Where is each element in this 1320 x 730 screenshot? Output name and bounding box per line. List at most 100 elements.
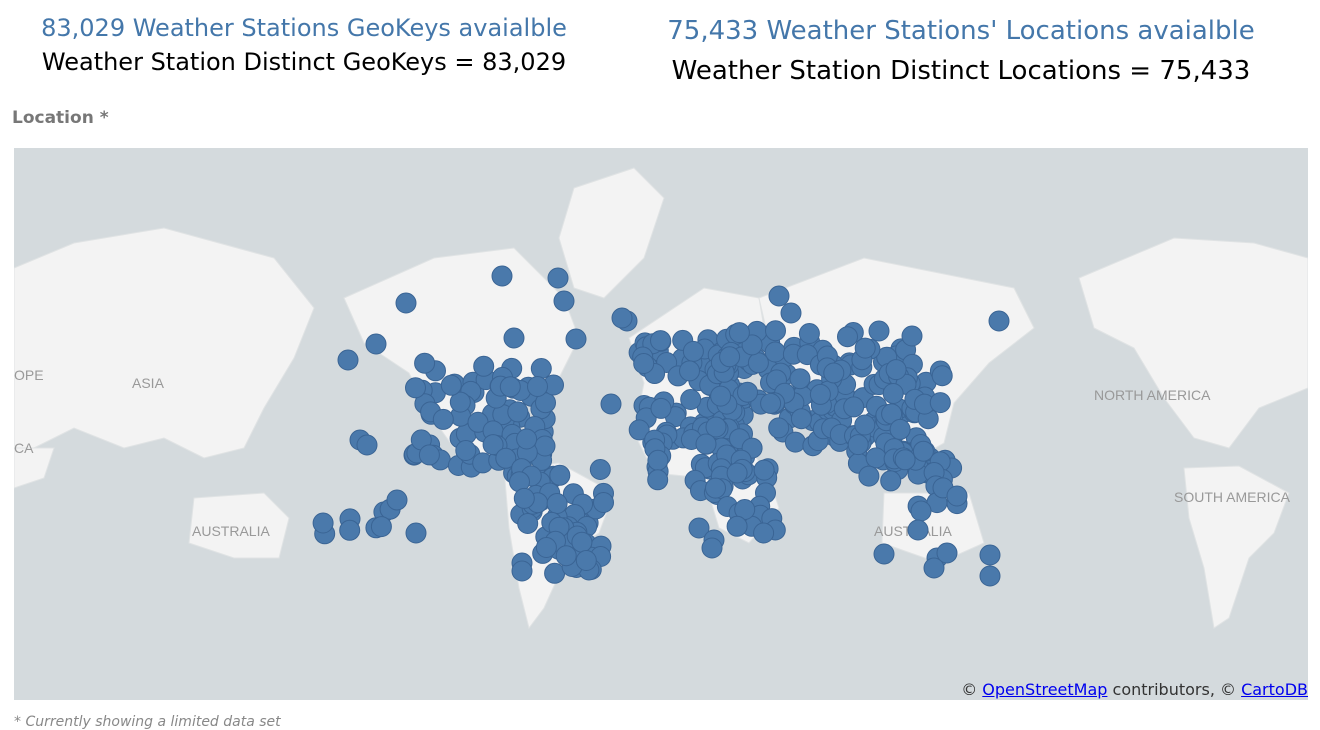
station-dot[interactable] [527, 376, 548, 397]
station-dot[interactable] [882, 383, 904, 404]
map[interactable]: OPE ASIA CA AUSTRALIA NORTH AMERICA SOUT… [14, 148, 1308, 700]
station-dot[interactable] [737, 381, 758, 403]
station-dot[interactable] [546, 493, 568, 514]
station-dot[interactable] [728, 322, 750, 344]
station-dot[interactable] [880, 470, 902, 492]
station-dot[interactable] [414, 352, 436, 374]
station-dot[interactable] [784, 431, 806, 453]
station-dot[interactable] [710, 385, 732, 407]
station-dot[interactable] [768, 285, 790, 307]
station-dot[interactable] [753, 522, 775, 544]
station-dot[interactable] [511, 560, 533, 582]
station-dot[interactable] [440, 374, 462, 396]
station-dot[interactable] [356, 434, 378, 456]
station-dot[interactable] [482, 434, 504, 456]
station-dot[interactable] [936, 542, 958, 564]
station-dot[interactable] [530, 358, 552, 379]
station-dot[interactable] [705, 416, 727, 438]
station-dot[interactable] [503, 327, 525, 349]
station-dot[interactable] [764, 341, 786, 363]
station-dot[interactable] [747, 352, 769, 374]
station-dot[interactable] [386, 489, 408, 511]
station-dot[interactable] [575, 550, 597, 571]
station-dot[interactable] [809, 383, 831, 405]
station-dot[interactable] [365, 333, 387, 355]
link[interactable]: CartoDB [1241, 680, 1308, 699]
station-dot[interactable] [405, 522, 427, 544]
station-dot[interactable] [931, 365, 953, 387]
station-dot[interactable] [600, 393, 622, 415]
station-dot[interactable] [432, 408, 454, 430]
station-dot[interactable] [854, 414, 876, 436]
station-dot[interactable] [650, 330, 671, 352]
station-dot[interactable] [449, 391, 471, 413]
station-dot[interactable] [650, 397, 672, 419]
station-dot[interactable] [865, 447, 887, 469]
station-dot[interactable] [701, 537, 723, 559]
station-dot[interactable] [312, 512, 334, 534]
station-dot[interactable] [549, 464, 571, 486]
station-dot[interactable] [910, 500, 932, 522]
station-dot[interactable] [589, 459, 611, 480]
station-dot[interactable] [339, 519, 361, 541]
station-dot[interactable] [535, 537, 557, 558]
station-dot[interactable] [726, 515, 748, 537]
station-dot[interactable] [790, 408, 812, 430]
station-dot[interactable] [929, 392, 951, 414]
station-dot[interactable] [405, 377, 426, 399]
station-dot[interactable] [946, 485, 968, 507]
station-dot[interactable] [473, 355, 495, 377]
station-dot[interactable] [499, 376, 521, 398]
station-dot[interactable] [571, 531, 593, 553]
station-dot[interactable] [370, 516, 392, 538]
station-dot[interactable] [885, 359, 907, 381]
station-dot[interactable] [907, 519, 929, 541]
station-dot[interactable] [547, 267, 569, 289]
station-dot[interactable] [647, 469, 669, 491]
station-dot[interactable] [798, 323, 820, 344]
station-dot[interactable] [517, 513, 539, 534]
station-dot[interactable] [843, 396, 865, 418]
station-dot[interactable] [847, 434, 869, 456]
station-dot[interactable] [513, 487, 535, 509]
station-dot[interactable] [491, 265, 513, 287]
station-dot[interactable] [534, 435, 556, 457]
station-dot[interactable] [868, 320, 890, 342]
station-dot[interactable] [507, 401, 529, 423]
station-dot[interactable] [495, 447, 517, 469]
station-dot[interactable] [611, 307, 633, 329]
station-dot[interactable] [455, 440, 477, 461]
station-dot[interactable] [680, 389, 702, 410]
station-dot[interactable] [705, 477, 726, 499]
station-dot[interactable] [979, 565, 1001, 587]
station-dot[interactable] [647, 449, 669, 471]
station-dot[interactable] [544, 562, 566, 584]
station-dot[interactable] [889, 418, 911, 440]
station-dot[interactable] [923, 557, 945, 579]
station-dot[interactable] [854, 337, 876, 359]
link[interactable]: OpenStreetMap [982, 680, 1108, 699]
station-dot[interactable] [418, 444, 440, 466]
station-dot[interactable] [753, 459, 775, 481]
station-dot[interactable] [765, 320, 786, 342]
station-dot[interactable] [979, 544, 1001, 566]
station-dot[interactable] [553, 290, 575, 312]
station-dot[interactable] [395, 292, 417, 314]
station-dot[interactable] [633, 353, 655, 374]
station-dot[interactable] [679, 360, 700, 382]
station-dot[interactable] [823, 362, 845, 384]
station-dot[interactable] [682, 340, 704, 362]
station-dot[interactable] [337, 349, 359, 371]
station-dot[interactable] [789, 368, 811, 390]
station-dot[interactable] [565, 328, 587, 350]
station-dot[interactable] [555, 545, 577, 567]
station-dot[interactable] [628, 419, 650, 441]
station-dot[interactable] [780, 302, 802, 324]
station-dot[interactable] [912, 440, 934, 462]
station-dot[interactable] [901, 325, 923, 347]
station-dot[interactable] [894, 449, 916, 471]
station-dot[interactable] [837, 326, 858, 348]
station-dot[interactable] [741, 334, 763, 356]
station-dot[interactable] [726, 462, 748, 484]
station-dot[interactable] [768, 417, 790, 439]
